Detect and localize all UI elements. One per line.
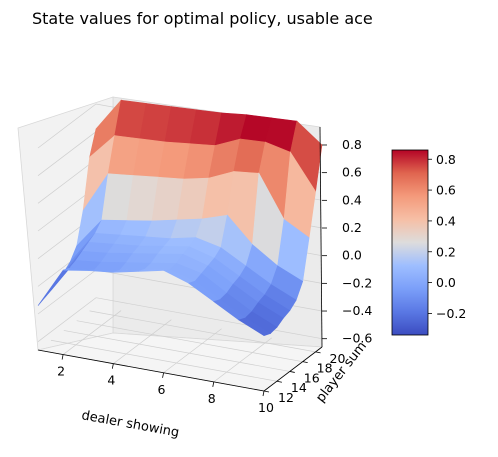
chart-title: State values for optimal policy, usable … [32, 9, 373, 28]
z-tick-label: 0.2 [342, 220, 362, 235]
colorbar-tick-label: 0.6 [436, 183, 456, 198]
x-tick-label: 6 [158, 382, 166, 397]
x-tick-mark [262, 390, 265, 397]
y-tick-mark [315, 351, 321, 354]
z-tick-label: −0.2 [342, 275, 372, 290]
x-tick-mark [61, 354, 64, 360]
y-tick-mark [276, 380, 282, 383]
axis-lines [37, 126, 323, 392]
x-tick-label: 8 [208, 391, 216, 406]
colorbar-tick-label: 0.8 [436, 152, 456, 167]
x-tick-mark [162, 372, 164, 378]
z-tick-label: 0.8 [342, 137, 362, 152]
y-tick-label: 16 [304, 370, 320, 385]
surface [37, 99, 323, 337]
x-tick-label: 2 [57, 364, 65, 379]
z-tick-label: −0.6 [342, 331, 372, 346]
y-tick-label: 14 [291, 380, 307, 395]
y-tick-mark [263, 390, 270, 393]
x-tick-mark [212, 381, 215, 387]
y-tick-mark [302, 361, 308, 364]
z-axis-ticks: −0.6 −0.4 −0.2 0.0 0.2 0.4 0.6 0.8 [322, 137, 372, 346]
colorbar-tick-label: −0.2 [436, 306, 466, 321]
y-tick-mark [289, 371, 295, 373]
colorbar-tick-label: 0.4 [436, 213, 456, 228]
x-gridline [213, 337, 272, 383]
z-axis-line [319, 126, 323, 348]
y-tick-label: 18 [317, 361, 333, 376]
z-tick-label: 0.0 [342, 248, 362, 263]
x-tick-label: 10 [258, 400, 274, 415]
x-tick-label: 4 [107, 373, 115, 388]
x-gridline [113, 319, 172, 364]
colorbar-tick-label: 0.2 [436, 244, 456, 259]
y-gridline [63, 330, 290, 372]
colorbar: −0.2 0.0 0.2 0.4 0.6 0.8 [391, 149, 466, 336]
y-axis-line [263, 346, 323, 392]
x-tick-mark [111, 363, 114, 369]
z-tick-label: 0.6 [342, 165, 362, 180]
surface-patch [238, 317, 272, 337]
z-tick-label: −0.4 [342, 303, 372, 318]
y-gridline [50, 339, 277, 382]
colorbar-ticks: −0.2 0.0 0.2 0.4 0.6 0.8 [428, 152, 466, 321]
colorbar-gradient [391, 149, 429, 336]
y-gridline [89, 310, 316, 353]
x-gridline [62, 310, 122, 355]
colorbar-tick-label: 0.0 [436, 275, 456, 290]
z-tick-label: 0.4 [342, 192, 362, 207]
x-gridline [163, 328, 222, 374]
x-axis-label: dealer showing [80, 408, 180, 440]
x-axis-ticks: 2 4 6 8 10 [57, 354, 274, 415]
x-axis-line [37, 349, 265, 392]
y-tick-label: 12 [278, 390, 294, 405]
y-gridline [76, 320, 303, 363]
y-tick-label: 20 [330, 351, 346, 366]
